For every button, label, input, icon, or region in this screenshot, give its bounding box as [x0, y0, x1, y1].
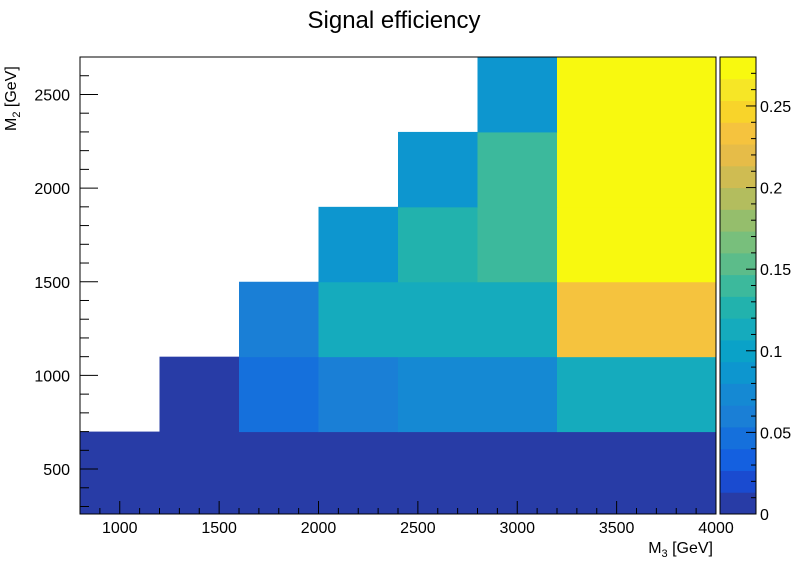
heatmap-cell: [159, 356, 240, 433]
x-tick-label: 1000: [102, 520, 138, 537]
color-scale-tick-label: 0.15: [760, 262, 791, 279]
color-scale-band: [720, 383, 756, 406]
heatmap-cell: [557, 356, 717, 433]
x-axis: 1000 1500 2000 2500 3000 3500 4000: [79, 501, 734, 537]
heatmap-cell: [239, 356, 319, 433]
color-scale: 0 0.05 0.1 0.15 0.2 0.25: [719, 56, 791, 524]
y-axis-label-subscript: 2: [11, 112, 23, 118]
color-scale-band: [720, 57, 756, 80]
heatmap-cell: [398, 431, 478, 515]
color-scale-band: [720, 100, 756, 123]
x-tick-label: 4000: [698, 520, 734, 537]
heatmap-cell: [477, 131, 558, 208]
x-tick-label: 3500: [599, 520, 635, 537]
color-scale-band: [720, 296, 756, 319]
x-tick-label: 2500: [400, 520, 436, 537]
heatmap-cell: [557, 131, 717, 208]
color-scale-band: [720, 470, 756, 493]
color-scale-band: [720, 122, 756, 145]
x-tick-label: 3000: [499, 520, 535, 537]
color-scale-band: [720, 78, 756, 102]
color-scale-band: [720, 426, 756, 450]
y-axis-label: M2 [GeV]: [3, 66, 23, 131]
y-tick-label: 2000: [34, 181, 70, 198]
color-scale-band: [720, 187, 756, 210]
y-tick-label: 500: [43, 462, 70, 479]
color-scale-tick-label: 0.25: [760, 99, 791, 116]
heatmap-cell: [80, 431, 160, 515]
x-axis-label-unit: [GeV]: [668, 540, 713, 557]
x-axis-label-base: M: [648, 540, 661, 557]
color-scale-tick-label: 0.1: [760, 344, 782, 361]
color-scale-band: [720, 252, 756, 276]
heatmap-cell: [159, 431, 240, 515]
y-tick-label: 1000: [34, 368, 70, 385]
heatmap-cell: [318, 206, 399, 283]
heatmap-cell: [398, 281, 478, 358]
color-scale-band: [720, 144, 756, 167]
heatmap-cell: [557, 281, 717, 358]
y-axis-label-unit: [GeV]: [3, 66, 20, 111]
color-scale-band: [720, 209, 756, 232]
color-scale-band: [720, 405, 756, 428]
chart-title: Signal efficiency: [308, 7, 481, 34]
heatmap-cell: [557, 431, 717, 515]
color-scale-band: [720, 165, 756, 189]
color-scale-band: [720, 274, 756, 297]
color-scale-tick-label: 0.2: [760, 181, 782, 198]
heatmap-cell: [318, 356, 399, 433]
heatmap-cell: [477, 356, 558, 433]
color-scale-band: [720, 318, 756, 341]
color-scale-tick-label: 0: [760, 507, 769, 524]
color-scale-band: [720, 339, 756, 363]
heatmap-cell: [398, 131, 478, 208]
heatmap-cell: [239, 281, 319, 358]
heatmap-cell: [477, 57, 558, 133]
heatmap-cell: [239, 431, 319, 515]
heatmap-cells: [80, 57, 717, 515]
x-tick-label: 1500: [201, 520, 237, 537]
heatmap-cell: [318, 431, 399, 515]
heatmap-cell: [398, 206, 478, 283]
color-scale-band: [720, 231, 756, 254]
y-axis: 500 1000 1500 2000 2500: [34, 56, 98, 508]
y-axis-label-base: M: [3, 118, 20, 131]
heatmap-cell: [557, 206, 717, 283]
color-scale-tick-label: 0.05: [760, 425, 791, 442]
heatmap-cell: [318, 281, 399, 358]
heatmap-cell: [477, 431, 558, 515]
heatmap-cell: [477, 281, 558, 358]
color-scale-band: [720, 361, 756, 384]
y-tick-label: 2500: [34, 87, 70, 104]
heatmap-cell: [398, 356, 478, 433]
color-scale-band: [720, 448, 756, 471]
x-axis-label-subscript: 3: [662, 548, 668, 560]
color-scale-band: [720, 492, 756, 515]
x-tick-label: 2000: [301, 520, 337, 537]
x-axis-label: M3 [GeV]: [648, 540, 713, 560]
heatmap-cell: [477, 206, 558, 283]
heatmap-cell: [557, 57, 717, 133]
y-tick-label: 1500: [34, 275, 70, 292]
